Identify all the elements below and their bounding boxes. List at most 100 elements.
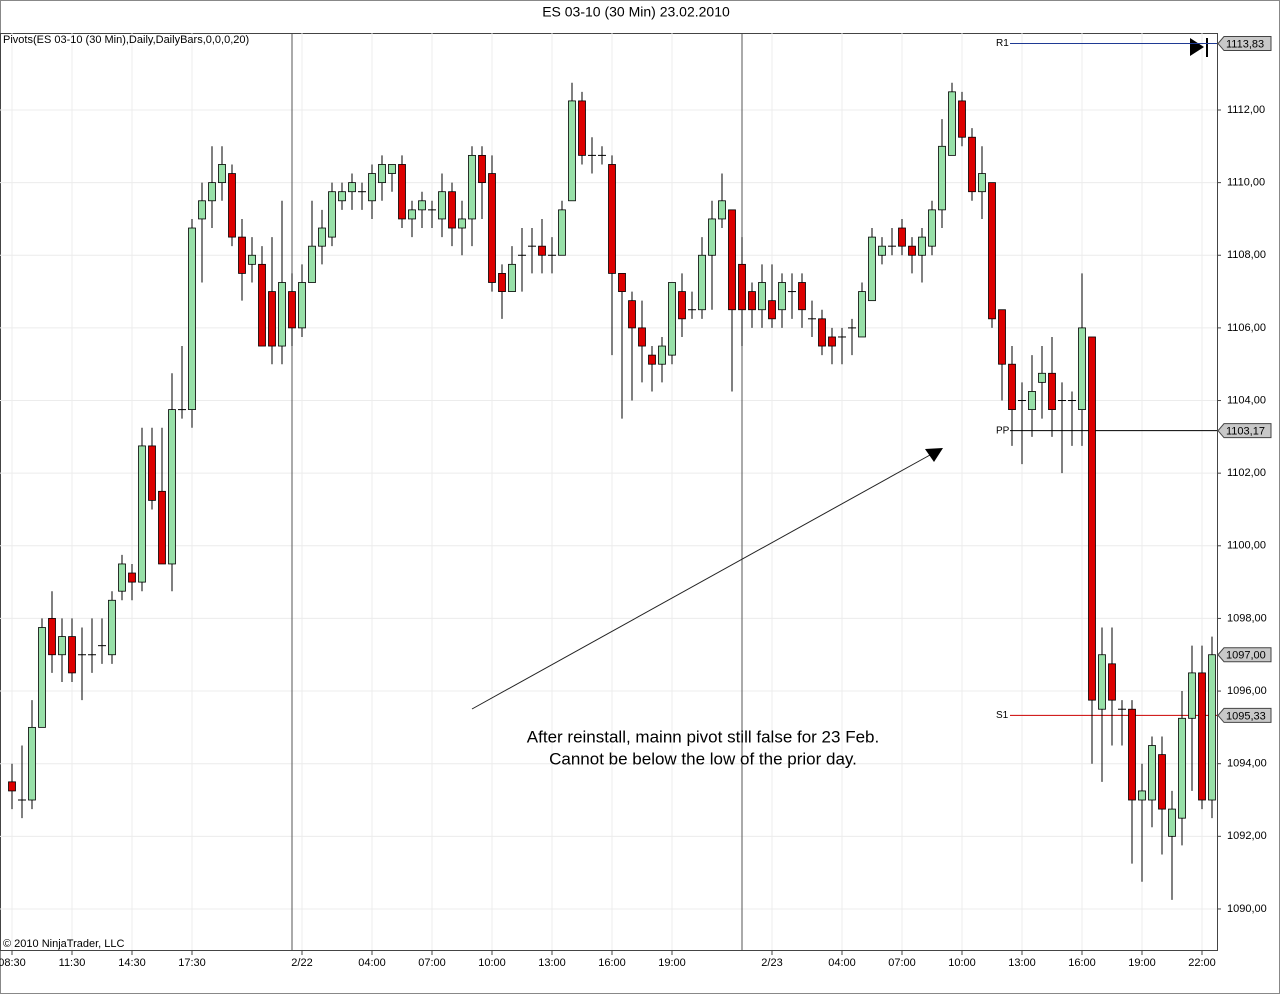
candle-body	[48, 618, 56, 656]
price-box	[1217, 423, 1272, 439]
y-tick-label: 1108,00	[1227, 249, 1266, 261]
candle-body	[618, 273, 626, 292]
candle-body	[1138, 790, 1146, 801]
candle-body	[698, 254, 706, 311]
candle-body	[778, 282, 786, 311]
candle-body	[1178, 717, 1186, 819]
price-box-label: 1113,83	[1226, 38, 1264, 50]
candle-body	[1208, 654, 1216, 801]
y-tick-label: 1102,00	[1227, 467, 1266, 479]
x-tick-label: 08:30	[0, 957, 26, 969]
candle-body	[198, 200, 206, 220]
candle-body	[918, 236, 926, 256]
candle-body	[538, 245, 546, 256]
x-tick-label: 2/23	[761, 957, 782, 969]
candle-body	[298, 282, 306, 329]
annotation: Cannot be below the low of the prior day…	[549, 749, 857, 768]
candle-body	[138, 445, 146, 583]
y-tick-label: 1100,00	[1227, 540, 1266, 552]
candle-body	[1048, 372, 1056, 411]
price-box	[1217, 707, 1272, 723]
x-tick-label: 07:00	[418, 957, 446, 969]
candle-body	[878, 245, 886, 256]
price-box-label: 1103,17	[1226, 426, 1265, 438]
candle-body	[248, 254, 256, 265]
candle-body	[798, 282, 806, 311]
x-tick-label: 16:00	[598, 957, 626, 969]
last-price-box	[1217, 647, 1272, 663]
indicator-label: Pivots(ES 03-10 (30 Min),Daily,DailyBars…	[3, 34, 249, 46]
candle-body	[1028, 391, 1036, 411]
candle-body	[858, 291, 866, 338]
candle-body	[958, 100, 966, 138]
candle-body	[928, 209, 936, 247]
x-tick-label: 07:00	[888, 957, 916, 969]
candle-body	[748, 291, 756, 311]
candle-body	[1088, 336, 1096, 701]
candle-body	[968, 136, 976, 193]
candle-body	[388, 164, 396, 174]
y-tick-label: 1090,00	[1227, 903, 1267, 915]
scroll-end-icon[interactable]	[1190, 38, 1204, 56]
last-price-label: 1097,00	[1226, 650, 1266, 662]
candle-body	[278, 282, 286, 347]
candle-body	[238, 236, 246, 274]
candle-body	[738, 263, 746, 311]
candle-body	[718, 200, 726, 220]
candle-body	[628, 300, 636, 329]
arrow-head	[925, 448, 943, 462]
candle-body	[1158, 754, 1166, 810]
candle-body	[68, 636, 76, 674]
candle-body	[228, 173, 236, 238]
y-tick-label: 1106,00	[1227, 322, 1266, 334]
candle-body	[438, 191, 446, 220]
candle-body	[658, 345, 666, 365]
candle-body	[1198, 672, 1206, 801]
candle-body	[328, 191, 336, 238]
candle-body	[378, 164, 386, 184]
candle-body	[108, 599, 116, 656]
candle-body	[28, 726, 36, 801]
pivot-name: R1	[996, 38, 1009, 49]
candle-body	[38, 627, 46, 728]
candle-body	[1188, 672, 1196, 719]
candle-body	[118, 563, 126, 592]
y-tick-label: 1094,00	[1227, 758, 1267, 770]
x-tick-label: 2/22	[291, 957, 312, 969]
x-tick-label: 14:30	[118, 957, 146, 969]
y-tick-label: 1110,00	[1227, 177, 1265, 189]
candle-body	[508, 263, 516, 292]
candle-body	[728, 209, 736, 311]
candle-body	[1008, 363, 1016, 411]
candle-body	[648, 354, 656, 365]
candle-body	[348, 182, 356, 193]
x-tick-label: 13:00	[1008, 957, 1036, 969]
x-tick-label: 13:00	[538, 957, 566, 969]
candle-body	[318, 227, 326, 247]
candle-body	[398, 164, 406, 220]
candle-body	[1098, 654, 1106, 710]
candle-body	[418, 200, 426, 211]
price-box-label: 1095,33	[1226, 710, 1266, 722]
y-tick-label: 1098,00	[1227, 612, 1267, 624]
candle-body	[158, 490, 166, 565]
candle-body	[908, 245, 916, 256]
x-tick-label: 17:30	[178, 957, 206, 969]
candle-body	[408, 209, 416, 220]
candle-body	[168, 409, 176, 565]
candle-body	[708, 218, 716, 256]
candle-body	[338, 191, 346, 202]
candle-body	[998, 309, 1006, 365]
candle-body	[258, 263, 266, 347]
x-tick-label: 19:00	[658, 957, 686, 969]
candle-body	[828, 336, 836, 347]
plot-area	[0, 33, 1218, 951]
candle-body	[638, 327, 646, 347]
candle-body	[268, 291, 276, 347]
candle-body	[308, 245, 316, 283]
price-box	[1217, 36, 1272, 52]
candle-body	[1038, 372, 1046, 383]
candle-body	[458, 218, 466, 229]
